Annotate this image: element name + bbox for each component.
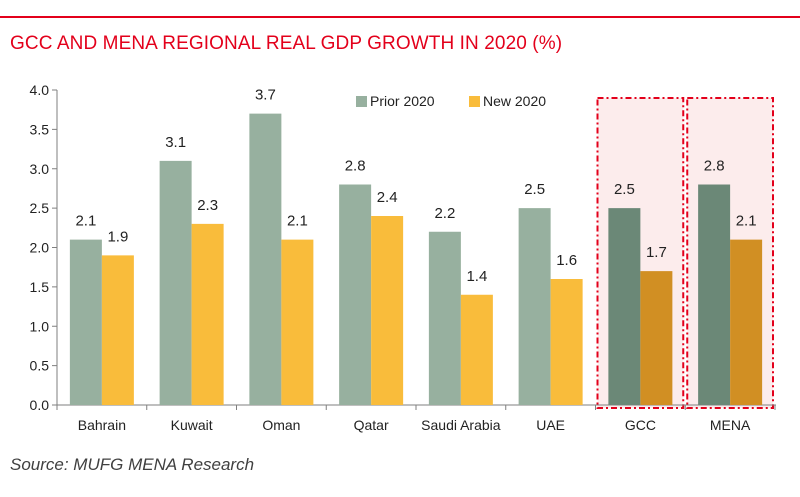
bar-new-qatar [371,216,404,405]
x-tick-label: Qatar [354,417,389,433]
y-tick-label: 3.0 [30,161,50,177]
data-label-new-oman: 2.1 [287,213,308,230]
bar-new-kuwait [191,223,224,405]
legend-swatch-new [469,96,480,107]
y-tick-label: 1.0 [30,318,50,334]
y-tick-label: 0.5 [30,358,50,374]
legend-swatch-prior [356,96,367,107]
bar-prior-oman [249,113,282,405]
data-label-prior-qatar: 2.8 [345,158,366,175]
y-tick-label: 2.5 [30,200,50,216]
bar-prior-gcc [608,208,641,405]
data-label-prior-saudi-arabia: 2.2 [434,205,455,222]
y-tick-label: 4.0 [30,82,50,98]
x-tick-label: Bahrain [78,417,126,433]
x-tick-label: Kuwait [171,417,213,433]
legend-label-new: New 2020 [483,93,546,109]
x-tick-label: MENA [710,417,751,433]
data-label-new-bahrain: 1.9 [107,228,128,245]
top-rule [0,16,800,18]
data-label-prior-gcc: 2.5 [614,181,635,198]
bar-prior-mena [698,184,731,405]
x-tick-label: GCC [625,417,656,433]
bar-prior-uae [518,208,551,405]
bar-new-mena [730,239,763,405]
data-label-prior-bahrain: 2.1 [75,213,96,230]
bar-new-saudi-arabia [460,294,493,405]
source-note: Source: MUFG MENA Research [10,455,255,474]
bar-prior-bahrain [69,239,102,405]
data-label-new-qatar: 2.4 [377,189,398,206]
bar-prior-saudi-arabia [428,231,461,405]
data-label-new-kuwait: 2.3 [197,197,218,214]
x-tick-label: Oman [262,417,300,433]
data-label-prior-mena: 2.8 [704,158,725,175]
data-label-new-mena: 2.1 [736,213,757,230]
legend-label-prior: Prior 2020 [370,93,435,109]
y-tick-label: 0.0 [30,397,50,413]
y-tick-label: 3.5 [30,121,50,137]
data-label-new-saudi-arabia: 1.4 [466,268,487,285]
y-tick-label: 1.5 [30,279,50,295]
data-label-prior-uae: 2.5 [524,181,545,198]
bar-new-gcc [640,271,673,405]
bar-prior-qatar [339,184,372,405]
y-tick-label: 2.0 [30,240,50,256]
data-label-prior-kuwait: 3.1 [165,134,186,151]
data-label-new-gcc: 1.7 [646,244,667,261]
x-tick-label: UAE [536,417,565,433]
bar-new-uae [550,279,583,405]
bar-prior-kuwait [159,160,192,405]
bar-new-oman [281,239,314,405]
x-tick-label: Saudi Arabia [421,417,501,433]
data-label-new-uae: 1.6 [556,252,577,269]
bar-new-bahrain [101,255,134,405]
chart-title: GCC AND MENA REGIONAL REAL GDP GROWTH IN… [10,33,563,54]
data-label-prior-oman: 3.7 [255,87,276,104]
